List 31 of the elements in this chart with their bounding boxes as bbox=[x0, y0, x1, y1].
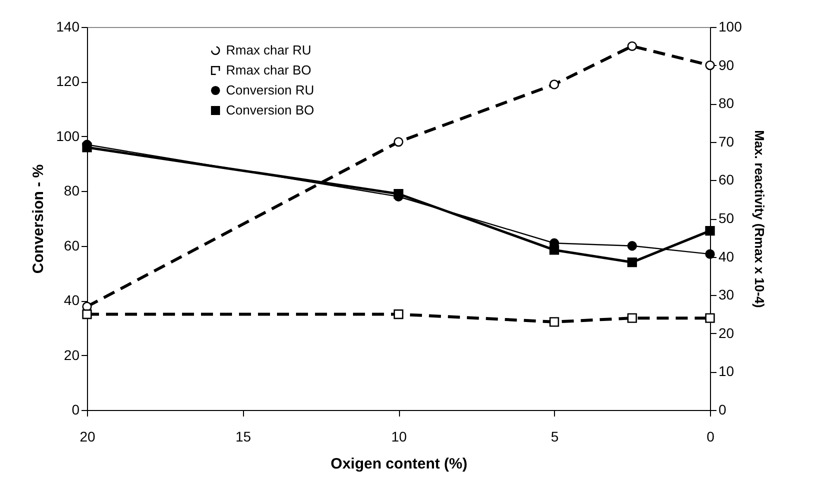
y-tick-label: 60 bbox=[64, 237, 80, 254]
y2-tick-label: 60 bbox=[718, 172, 734, 188]
y-tick-label: 140 bbox=[56, 18, 80, 34]
y2-tick-label: 20 bbox=[718, 324, 734, 341]
x-tick-label: 10 bbox=[391, 428, 407, 444]
x-tick-label: 15 bbox=[235, 428, 252, 444]
y2-tick-label: 80 bbox=[718, 95, 734, 112]
y2-tick-label: 100 bbox=[718, 18, 742, 34]
y-tick-label: 100 bbox=[56, 128, 80, 144]
y-tick-label: 80 bbox=[64, 182, 80, 199]
legend-label: Rmax char BO bbox=[226, 62, 312, 78]
y-axis-title: Conversion - % bbox=[30, 164, 48, 274]
x-axis-title: Oxigen content (%) bbox=[330, 456, 468, 472]
y2-tick-label: 50 bbox=[718, 210, 734, 226]
x-tick-label: 20 bbox=[80, 428, 96, 444]
y2-tick-label: 70 bbox=[718, 133, 734, 150]
y-tick-label: 120 bbox=[56, 73, 80, 90]
y-tick-label: 20 bbox=[64, 346, 80, 363]
y-tick-label: 0 bbox=[72, 402, 80, 418]
y2-tick-label: 40 bbox=[718, 248, 734, 264]
y-tick-label: 40 bbox=[64, 292, 80, 308]
y2-tick-label: 0 bbox=[718, 402, 726, 418]
y2-tick-label: 30 bbox=[718, 286, 734, 303]
y2-axis-title: Max. reactivity (Rmax x 10-4) bbox=[752, 130, 767, 308]
x-tick-label: 0 bbox=[706, 428, 715, 444]
legend-label: Rmax char RU bbox=[226, 42, 312, 58]
x-tick-label: 5 bbox=[550, 428, 559, 444]
y2-tick-label: 10 bbox=[718, 363, 734, 380]
legend-label: Conversion BO bbox=[226, 102, 314, 118]
legend-label: Conversion RU bbox=[226, 82, 314, 98]
y2-tick-label: 90 bbox=[718, 56, 734, 73]
